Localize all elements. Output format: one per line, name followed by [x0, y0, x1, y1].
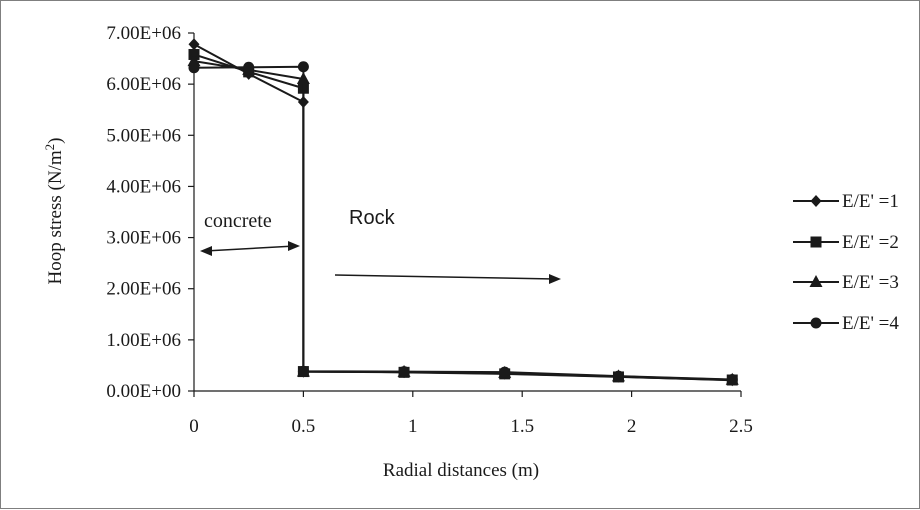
x-tick-label: 0.5 — [292, 416, 316, 437]
series-2-line — [193, 53, 733, 382]
data-point-triangle — [187, 54, 201, 67]
y-tick-label: 2.00E+06 — [106, 279, 181, 300]
series-group — [187, 38, 739, 387]
legend-marker-square — [810, 236, 822, 248]
x-tick-label: 0 — [189, 416, 199, 437]
concrete-arrow-right-head — [288, 241, 300, 251]
annotation-concrete: concrete — [204, 210, 272, 232]
data-point-circle — [726, 373, 738, 385]
data-point-circle — [243, 61, 255, 73]
y-tick-label: 7.00E+06 — [106, 23, 181, 44]
data-point-circle — [297, 365, 309, 377]
annotation-rock: Rock — [349, 207, 396, 229]
y-tick-label: 0.00E+00 — [106, 381, 181, 402]
legend-label: E/E' =4 — [842, 313, 899, 334]
series-3-line — [193, 60, 733, 381]
x-tick-label: 1.5 — [510, 416, 534, 437]
data-point-circle — [612, 370, 624, 382]
axes — [193, 33, 741, 392]
y-axis-title: Hoop stress (N/m2) — [42, 138, 66, 285]
legend-marker-triangle — [809, 275, 823, 287]
data-point-circle — [297, 61, 309, 73]
y-tick-label: 1.00E+06 — [106, 330, 181, 351]
concrete-arrow-shaft — [204, 245, 296, 252]
series-1-line — [193, 43, 733, 382]
legend-item: E/E' =2 — [793, 232, 899, 253]
y-tick-label: 3.00E+06 — [106, 228, 181, 249]
x-ticks: 0 0.5 1 1.5 2 2.5 — [189, 391, 753, 437]
y-axis-title-close: ) — [45, 138, 66, 144]
series-4-line — [193, 65, 733, 381]
x-tick-label: 1 — [408, 416, 418, 437]
legend: E/E' =1 E/E' =2 E/E' =3 E/E' =4 — [793, 191, 899, 334]
legend-marker-diamond — [810, 195, 822, 207]
x-tick-label: 2 — [627, 416, 637, 437]
data-point-circle — [188, 62, 200, 74]
data-point-circle — [499, 366, 511, 378]
y-ticks: 0.00E+00 1.00E+06 2.00E+06 3.00E+06 4.00E+06… — [106, 23, 194, 402]
legend-label: E/E' =3 — [842, 272, 899, 293]
legend-item: E/E' =3 — [793, 272, 899, 293]
data-point-diamond — [188, 38, 200, 51]
y-tick-label: 4.00E+06 — [106, 176, 181, 197]
data-point-circle — [398, 366, 410, 378]
rock-arrow-head — [549, 274, 561, 284]
annotations: concrete Rock — [200, 207, 561, 284]
legend-label: E/E' =1 — [842, 191, 899, 212]
legend-marker-circle — [810, 317, 822, 329]
legend-item: E/E' =1 — [793, 191, 899, 212]
legend-label: E/E' =2 — [842, 232, 899, 253]
x-tick-label: 2.5 — [729, 416, 753, 437]
y-axis-title-main: Hoop stress (N/m — [45, 150, 66, 284]
x-axis-title: Radial distances (m) — [383, 460, 539, 481]
y-tick-label: 5.00E+06 — [106, 125, 181, 146]
y-axis-title-superscript: 2 — [42, 144, 57, 151]
legend-item: E/E' =4 — [793, 313, 899, 334]
concrete-arrow-left-head — [200, 246, 212, 256]
series-4 — [188, 61, 738, 385]
rock-arrow-shaft — [334, 274, 556, 280]
y-tick-label: 6.00E+06 — [106, 74, 181, 95]
